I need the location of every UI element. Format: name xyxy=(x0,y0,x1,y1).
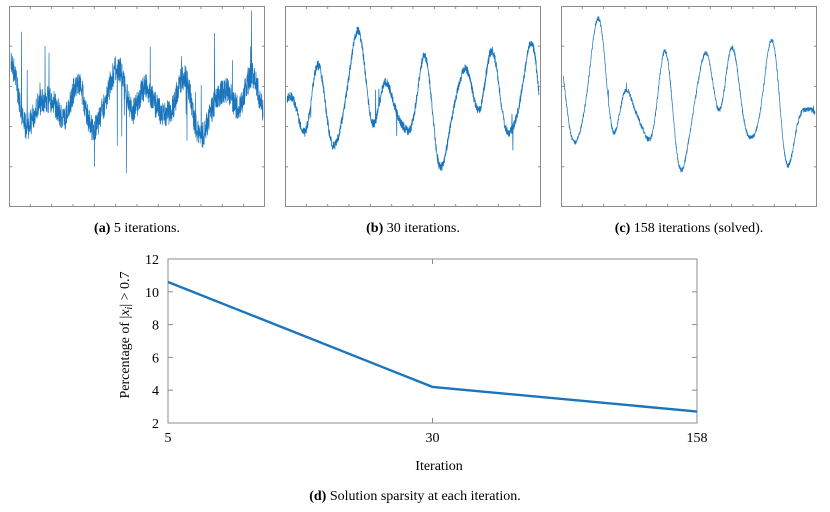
y-tick-label: 12 xyxy=(145,253,159,268)
y-tick-label: 6 xyxy=(152,351,159,366)
y-axis-label: Percentage of |xi| > 0.7 xyxy=(118,271,135,398)
x-axis-label: Iteration xyxy=(415,459,462,474)
x-tick-label: 158 xyxy=(687,431,708,446)
caption-a-text: 5 iterations. xyxy=(113,221,180,236)
caption-d-text: Solution sparsity at each iteration. xyxy=(329,489,521,504)
panel-a xyxy=(9,6,265,207)
caption-c: (c) 158 iterations (solved). xyxy=(561,221,817,237)
caption-b-letter: (b) xyxy=(366,221,384,236)
panel-b xyxy=(285,6,541,207)
y-tick-label: 4 xyxy=(152,384,159,399)
caption-a-letter: (a) xyxy=(94,221,111,236)
y-tick-label: 8 xyxy=(152,319,159,334)
chart-border xyxy=(167,258,698,424)
x-tick-label: 30 xyxy=(426,431,440,446)
x-tick-label: 5 xyxy=(165,431,172,446)
caption-c-text: 158 iterations (solved). xyxy=(633,221,764,236)
y-tick-label: 10 xyxy=(145,286,159,301)
chart-frame xyxy=(167,258,698,424)
caption-a: (a) 5 iterations. xyxy=(9,221,265,237)
signal-plot-c xyxy=(561,6,817,207)
y-ticks: 2 4 6 8 10 12 xyxy=(145,253,697,432)
panel-c xyxy=(561,6,817,207)
caption-b: (b) 30 iterations. xyxy=(285,221,541,237)
sparsity-line xyxy=(167,280,698,413)
x-ticks: 5 30 158 xyxy=(165,259,708,446)
signal-plot-b xyxy=(285,6,541,207)
y-tick-label: 2 xyxy=(152,417,159,432)
signal-trace xyxy=(10,10,264,173)
signal-trace xyxy=(286,26,540,171)
signal-plot-a xyxy=(9,6,265,207)
caption-d: (d) Solution sparsity at each iteration. xyxy=(0,489,830,505)
caption-d-letter: (d) xyxy=(309,489,327,504)
signal-trace xyxy=(562,16,816,173)
caption-c-letter: (c) xyxy=(614,221,631,236)
caption-b-text: 30 iterations. xyxy=(386,221,460,236)
